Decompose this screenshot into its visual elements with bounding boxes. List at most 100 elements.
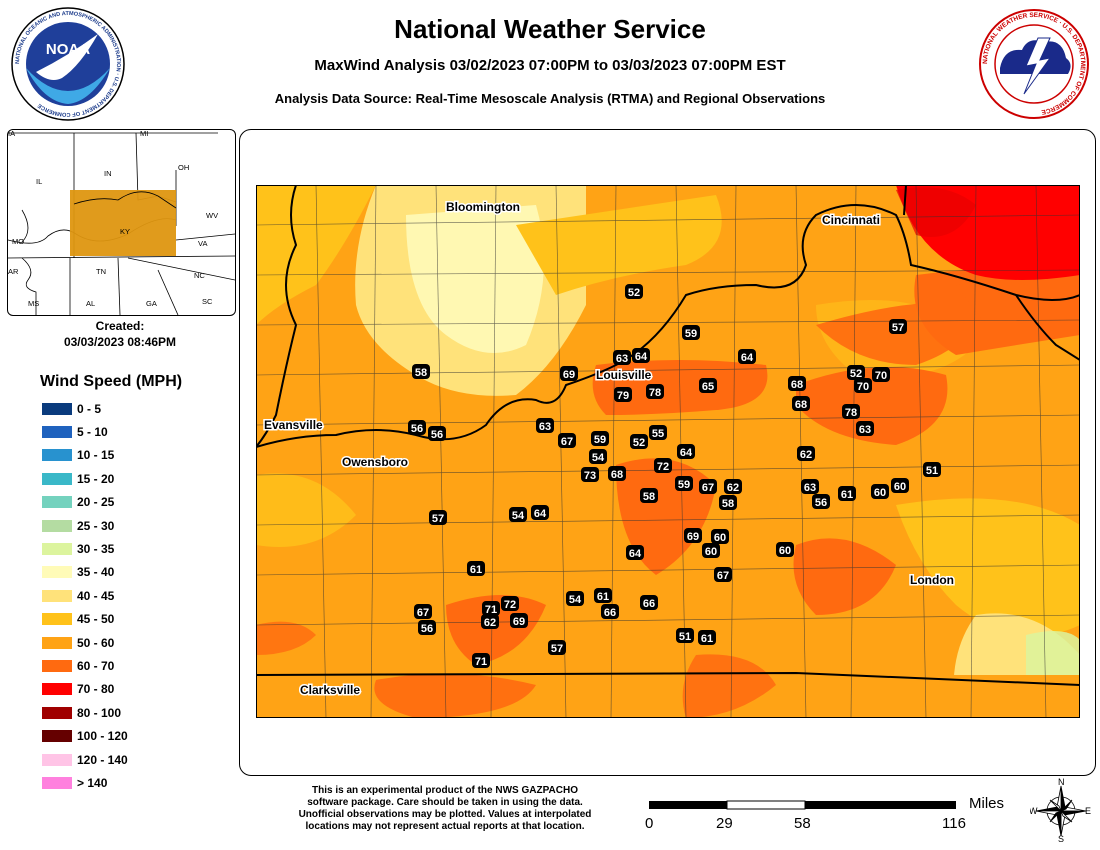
observation-value: 51: [679, 631, 691, 643]
observation-value: 58: [722, 498, 734, 510]
observation-marker: [719, 495, 737, 510]
city-label: Evansville: [264, 418, 323, 432]
legend-label: 5 - 10: [77, 425, 108, 440]
observation-marker: [872, 367, 890, 382]
observation-marker: [711, 529, 729, 544]
observation-value: 72: [657, 461, 669, 473]
compass-w: W: [1030, 806, 1038, 816]
legend-item: 80 - 100: [42, 701, 128, 724]
compass-s: S: [1058, 834, 1064, 842]
state-boundary: [256, 671, 1080, 686]
observation-marker: [481, 614, 499, 629]
observation-value: 69: [513, 616, 525, 628]
legend-label: 40 - 45: [77, 588, 115, 603]
observation-marker: [594, 588, 612, 603]
compass-rose-icon: N S E W: [1030, 777, 1091, 842]
legend-item: 60 - 70: [42, 654, 128, 677]
observation-marker: [923, 462, 941, 477]
observation-marker: [472, 653, 490, 668]
observation-value: 68: [611, 469, 623, 481]
observation-value: 72: [504, 599, 516, 611]
legend-label: 30 - 35: [77, 542, 115, 557]
observation-value: 60: [779, 545, 791, 557]
observation-value: 52: [633, 437, 645, 449]
observation-value: 60: [714, 532, 726, 544]
page-title: National Weather Service: [394, 14, 706, 44]
observation-marker: [699, 378, 717, 393]
observation-marker: [871, 484, 889, 499]
observation-value: 54: [592, 452, 605, 464]
observation-marker: [531, 505, 549, 520]
observation-value: 66: [643, 598, 655, 610]
observation-marker: [614, 387, 632, 402]
inset-state-label: IL: [36, 177, 42, 186]
inset-state-label: MO: [12, 237, 24, 246]
observation-marker: [649, 425, 667, 440]
legend-swatch: [42, 589, 72, 602]
legend-label: 15 - 20: [77, 471, 115, 486]
scale-bar: [649, 800, 956, 810]
observation-value: 52: [628, 287, 640, 299]
inset-state-label: WV: [206, 211, 218, 220]
observation-marker: [589, 449, 607, 464]
observation-value: 67: [717, 570, 729, 582]
scale-label: 29: [716, 815, 733, 832]
observation-marker: [797, 446, 815, 461]
observation-value: 71: [485, 604, 497, 616]
city-label: Bloomington: [446, 200, 520, 214]
observation-value: 78: [649, 387, 661, 399]
observation-marker: [654, 458, 672, 473]
wind-zone: [374, 673, 536, 718]
observation-marker: [566, 591, 584, 606]
legend-item: 5 - 10: [42, 420, 128, 443]
observation-marker: [842, 404, 860, 419]
county-boundary: [256, 269, 1080, 276]
city-label: London: [910, 573, 954, 587]
observation-value: 67: [702, 482, 714, 494]
note-line: locations may not represent actual repor…: [305, 821, 585, 832]
observation-marker: [548, 640, 566, 655]
observation-marker: [646, 384, 664, 399]
observation-value: 56: [411, 423, 423, 435]
observation-value: 62: [800, 449, 812, 461]
observation-value: 69: [687, 531, 699, 543]
observation-marker: [676, 628, 694, 643]
observation-value: 61: [841, 489, 853, 501]
legend-item: 20 - 25: [42, 491, 128, 514]
observation-value: 58: [415, 367, 427, 379]
observation-value: 63: [539, 421, 551, 433]
observation-value: 60: [874, 487, 886, 499]
legend-label: 25 - 30: [77, 518, 115, 533]
data-source: Analysis Data Source: Real-Time Mesoscal…: [274, 91, 826, 106]
county-boundary: [256, 414, 1080, 426]
wind-zone: [256, 473, 356, 547]
observation-value: 59: [685, 328, 697, 340]
city-label: Clarksville: [300, 683, 360, 697]
legend-swatch: [42, 636, 72, 649]
observation-value: 56: [431, 429, 443, 441]
observation-value: 59: [594, 434, 606, 446]
observation-marker: [684, 528, 702, 543]
observation-value: 64: [741, 352, 754, 364]
noaa-wordmark: NOAA: [46, 41, 90, 58]
analysis-period: MaxWind Analysis 03/02/2023 07:00PM to 0…: [314, 57, 786, 74]
wind-zone: [796, 367, 948, 445]
nws-logo: NATIONAL WEATHER SERVICE · U.S. DEPARTME…: [979, 9, 1089, 119]
city-label: Louisville: [596, 368, 652, 382]
observation-marker: [408, 420, 426, 435]
observation-value: 63: [859, 424, 871, 436]
legend-item: 70 - 80: [42, 678, 128, 701]
wind-zone: [896, 498, 1080, 637]
observation-marker: [838, 486, 856, 501]
observation-marker: [591, 431, 609, 446]
observation-value: 73: [584, 470, 596, 482]
legend-swatch: [42, 543, 72, 556]
observation-marker: [776, 542, 794, 557]
observation-marker: [536, 418, 554, 433]
wind-zone: [256, 621, 316, 655]
observation-value: 58: [643, 491, 655, 503]
observation-marker: [788, 376, 806, 391]
observation-value: 64: [635, 351, 648, 363]
observation-marker: [560, 366, 578, 381]
locator-inset-map: IA MI IN OH IL WV KY VA MO TN NC AR MS AL GA SC: [7, 129, 236, 316]
